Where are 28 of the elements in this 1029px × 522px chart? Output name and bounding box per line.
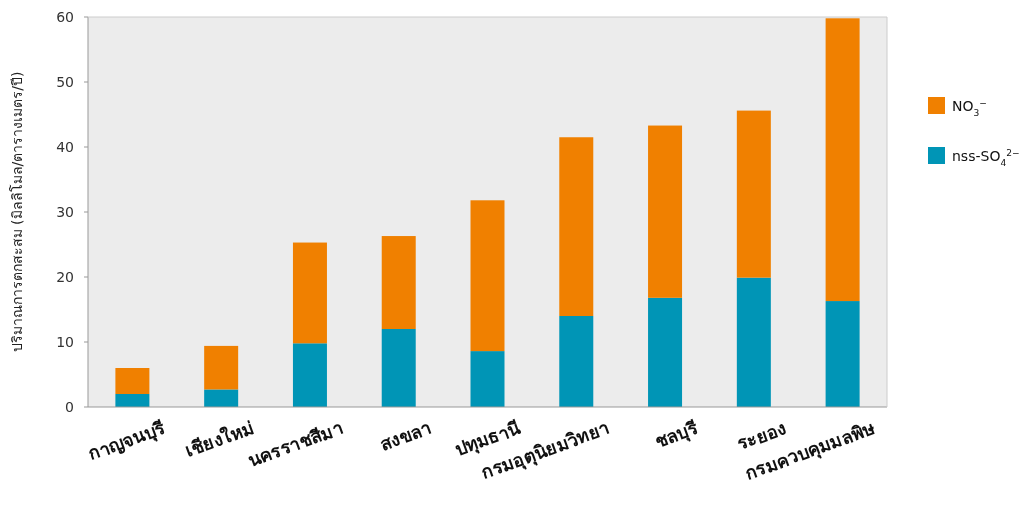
y-tick-label: 30 [56,204,74,220]
y-tick-label: 10 [56,334,74,350]
bar [204,345,239,390]
bar [470,351,505,407]
bar [648,297,683,407]
bar [559,137,594,316]
bar [736,277,771,407]
x-tick-label: ชลบุรี [651,417,702,454]
bar [559,316,594,407]
bar [825,18,860,302]
x-tick-label: สงขลา [377,417,435,455]
bar [115,394,150,407]
y-tick-label: 40 [56,139,74,155]
y-tick-label: 0 [65,399,74,415]
y-tick-label: 50 [56,74,74,90]
bar [292,242,327,344]
y-axis-title: ปริมาณการตกสะสม (มิลลิโมล/ตารางเมตร/ปี) [9,71,25,353]
bar [292,343,327,407]
bar [204,389,239,407]
y-tick-label: 60 [56,9,74,25]
bar [381,329,416,407]
bar [470,200,505,352]
bar [115,368,150,394]
bar [736,110,771,278]
bar [825,301,860,407]
bar [648,125,683,298]
bar [381,236,416,329]
y-tick-label: 20 [56,269,74,285]
